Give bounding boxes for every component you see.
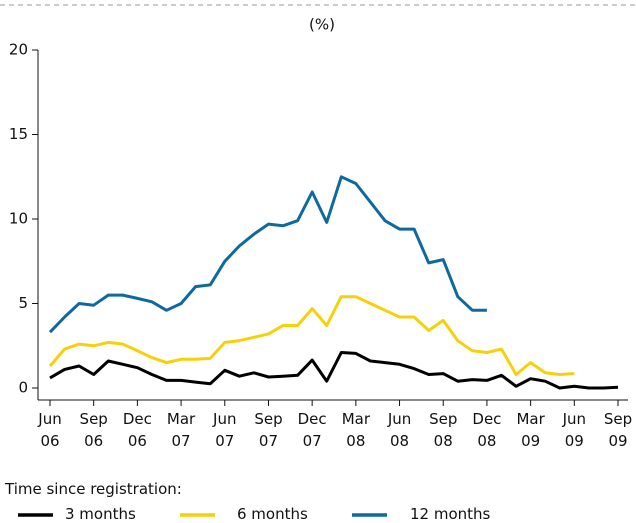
x-tick-label: Sep 07 [254, 410, 283, 450]
series-line [48, 175, 487, 334]
y-tick-label: 10 [9, 210, 28, 228]
x-tick-label: Mar 09 [516, 410, 545, 450]
x-tick-label: Jun 07 [213, 410, 237, 450]
unit-label: (%) [309, 16, 335, 34]
x-tick-label: Sep 06 [79, 410, 108, 450]
legend-title: Time since registration: [5, 480, 182, 498]
x-tick-label: Sep 09 [603, 410, 633, 450]
x-tick-label: Jun 08 [387, 410, 412, 450]
series-line [49, 351, 619, 390]
y-tick-label: 15 [9, 125, 28, 143]
x-tick-label: Dec 07 [297, 410, 327, 450]
y-tick-label: 0 [18, 379, 28, 397]
y-tick-label: 5 [18, 294, 28, 312]
x-tick-label: Sep 08 [429, 410, 458, 450]
series-line [48, 295, 575, 376]
x-tick-label: Mar 08 [341, 410, 370, 450]
x-tick-label: Jun 06 [38, 410, 62, 450]
legend-label: 12 months [410, 505, 491, 523]
x-tick-label: Dec 08 [472, 410, 502, 450]
legend-label: 6 months [237, 505, 308, 523]
legend-label: 3 months [65, 505, 136, 523]
x-tick-label: Dec 06 [122, 410, 152, 450]
x-tick-label: Mar 07 [166, 410, 196, 450]
x-tick-label: Jun 09 [562, 410, 587, 450]
y-tick-label: 20 [9, 41, 28, 59]
